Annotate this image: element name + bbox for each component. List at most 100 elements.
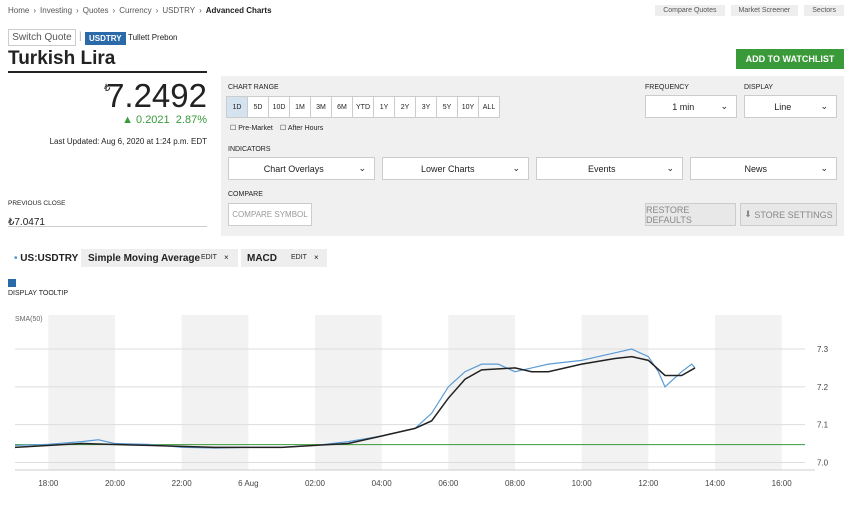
- previous-close-label: PREVIOUS CLOSE: [8, 200, 66, 207]
- currency-symbol: ₺: [104, 83, 111, 94]
- breadcrumb-item: Advanced Charts: [205, 6, 272, 15]
- price: 7.2492: [106, 77, 207, 114]
- indicator-label: SMA(50): [15, 316, 43, 323]
- breadcrumb-item[interactable]: Home: [8, 6, 30, 15]
- separator: ›: [112, 6, 116, 15]
- session-band: [48, 315, 116, 470]
- range-button[interactable]: 2Y: [394, 96, 416, 118]
- legend-text: US:USDTRY: [20, 253, 79, 264]
- range-buttons: 1D 5D 10D 1M 3M 6M YTD 1Y 2Y 3Y 5Y 10Y ALL: [226, 96, 500, 118]
- range-button[interactable]: 1Y: [373, 96, 395, 118]
- rule: [8, 226, 207, 227]
- session-band: [581, 315, 649, 470]
- x-tick-label: 20:00: [105, 479, 126, 488]
- indicator-select-label: Lower Charts: [420, 163, 475, 174]
- chart-range-label: CHART RANGE: [228, 84, 279, 91]
- last-updated: Last Updated: Aug 6, 2020 at 1:24 p.m. E…: [49, 137, 207, 146]
- y-tick-label: 7.2: [817, 383, 829, 392]
- chart: SMA(50) 7.3 7.2 7.1 7.0 18:00 20:00 22:00 6 Aug 0…: [14, 315, 829, 488]
- range-button[interactable]: 6M: [331, 96, 353, 118]
- range-button[interactable]: 5D: [247, 96, 269, 118]
- change: ▲ 0.2021 2.87%: [122, 114, 207, 126]
- x-tick-label: 06:00: [438, 479, 459, 488]
- legend-symbol: • US:USDTRY: [14, 253, 79, 264]
- instrument-name: Turkish Lira: [8, 48, 116, 69]
- legend-text: MACD: [247, 253, 277, 264]
- range-button[interactable]: 3Y: [415, 96, 437, 118]
- display-label: DISPLAY: [744, 84, 774, 91]
- breadcrumb-item[interactable]: Quotes: [82, 6, 109, 15]
- y-tick-label: 7.1: [817, 421, 829, 430]
- x-tick-label: 6 Aug: [238, 479, 258, 488]
- pre-market-label: Pre-Market: [238, 125, 273, 132]
- breadcrumb-item[interactable]: Investing: [40, 6, 73, 15]
- indicators-label: INDICATORS: [228, 146, 271, 153]
- range-button[interactable]: 3M: [310, 96, 332, 118]
- divider: |: [79, 31, 82, 42]
- series-line: [14, 355, 696, 449]
- indicator-select[interactable]: Chart Overlays ⌄: [228, 157, 375, 180]
- display-value: Line: [774, 101, 792, 112]
- breadcrumb-item[interactable]: USDTRY: [162, 6, 196, 15]
- session-band: [315, 315, 382, 470]
- legend-sma: Simple Moving Average EDIT ×: [81, 249, 238, 267]
- frequency-select[interactable]: 1 min ⌄: [645, 95, 737, 118]
- range-button[interactable]: YTD: [352, 96, 374, 118]
- nav-button[interactable]: Market Screener: [730, 5, 799, 16]
- source: Tullett Prebon: [128, 33, 178, 42]
- restore-defaults[interactable]: RESTORE DEFAULTS: [645, 203, 736, 226]
- breadcrumb-item[interactable]: Currency: [119, 6, 152, 15]
- store-settings[interactable]: ⬇ STORE SETTINGS: [740, 203, 837, 226]
- y-tick-label: 7.3: [817, 345, 829, 354]
- legend-text: Simple Moving Average: [88, 253, 201, 264]
- breadcrumb: Home › Investing › Quotes › Currency › USDTRY › Ad…: [8, 6, 272, 15]
- rule: [8, 71, 207, 73]
- x-tick-label: 22:00: [172, 479, 193, 488]
- range-button[interactable]: 5Y: [436, 96, 458, 118]
- tooltip-checkbox[interactable]: [8, 279, 16, 287]
- range-button[interactable]: 1M: [289, 96, 311, 118]
- remove[interactable]: ×: [224, 253, 229, 262]
- nav-button[interactable]: Sectors: [804, 5, 844, 16]
- separator: ›: [155, 6, 159, 15]
- after-hours-label: After Hours: [287, 125, 324, 132]
- separator: ›: [199, 6, 202, 15]
- tooltip-label: DISPLAY TOOLTIP: [8, 290, 69, 297]
- indicator-select-label: Events: [587, 163, 616, 174]
- indicator-select[interactable]: Events ⌄: [536, 157, 683, 180]
- x-tick-label: 10:00: [572, 479, 593, 488]
- display-select[interactable]: Line ⌄: [744, 95, 837, 118]
- indicator-select[interactable]: Lower Charts ⌄: [382, 157, 529, 180]
- change-percent: 2.87%: [175, 114, 207, 126]
- range-button[interactable]: 10D: [268, 96, 290, 118]
- x-tick-label: 08:00: [505, 479, 526, 488]
- indicator-select-label: Chart Overlays: [263, 163, 324, 174]
- switch-quote[interactable]: Switch Quote: [8, 29, 76, 46]
- range-button[interactable]: 1D: [226, 96, 248, 118]
- edit[interactable]: EDIT: [291, 254, 307, 261]
- nav-button[interactable]: Compare Quotes: [655, 5, 725, 16]
- remove[interactable]: ×: [314, 253, 319, 262]
- range-button[interactable]: ALL: [478, 96, 500, 118]
- compare-input[interactable]: COMPARE SYMBOL: [228, 203, 312, 226]
- ticker-badge: USDTRY: [85, 32, 126, 45]
- store-settings-label: STORE SETTINGS: [754, 209, 833, 220]
- frequency-label: FREQUENCY: [645, 84, 689, 91]
- indicator-select[interactable]: News ⌄: [690, 157, 837, 180]
- watchlist-button[interactable]: ADD TO WATCHLIST: [736, 49, 844, 69]
- edit[interactable]: EDIT: [201, 254, 217, 261]
- x-tick-label: 16:00: [772, 479, 793, 488]
- x-tick-label: 14:00: [705, 479, 726, 488]
- pre-market[interactable]: ☐ Pre-Market: [230, 125, 273, 132]
- range-button[interactable]: 10Y: [457, 96, 479, 118]
- after-hours[interactable]: ☐ After Hours: [280, 125, 324, 132]
- session-band: [448, 315, 515, 470]
- x-tick-label: 04:00: [372, 479, 393, 488]
- separator: ›: [76, 6, 79, 15]
- y-tick-label: 7.0: [817, 458, 829, 467]
- frequency-value: 1 min: [672, 101, 695, 112]
- top-nav: Compare Quotes Market Screener Sectors: [655, 5, 844, 16]
- x-tick-label: 18:00: [38, 479, 59, 488]
- x-tick-label: 02:00: [305, 479, 326, 488]
